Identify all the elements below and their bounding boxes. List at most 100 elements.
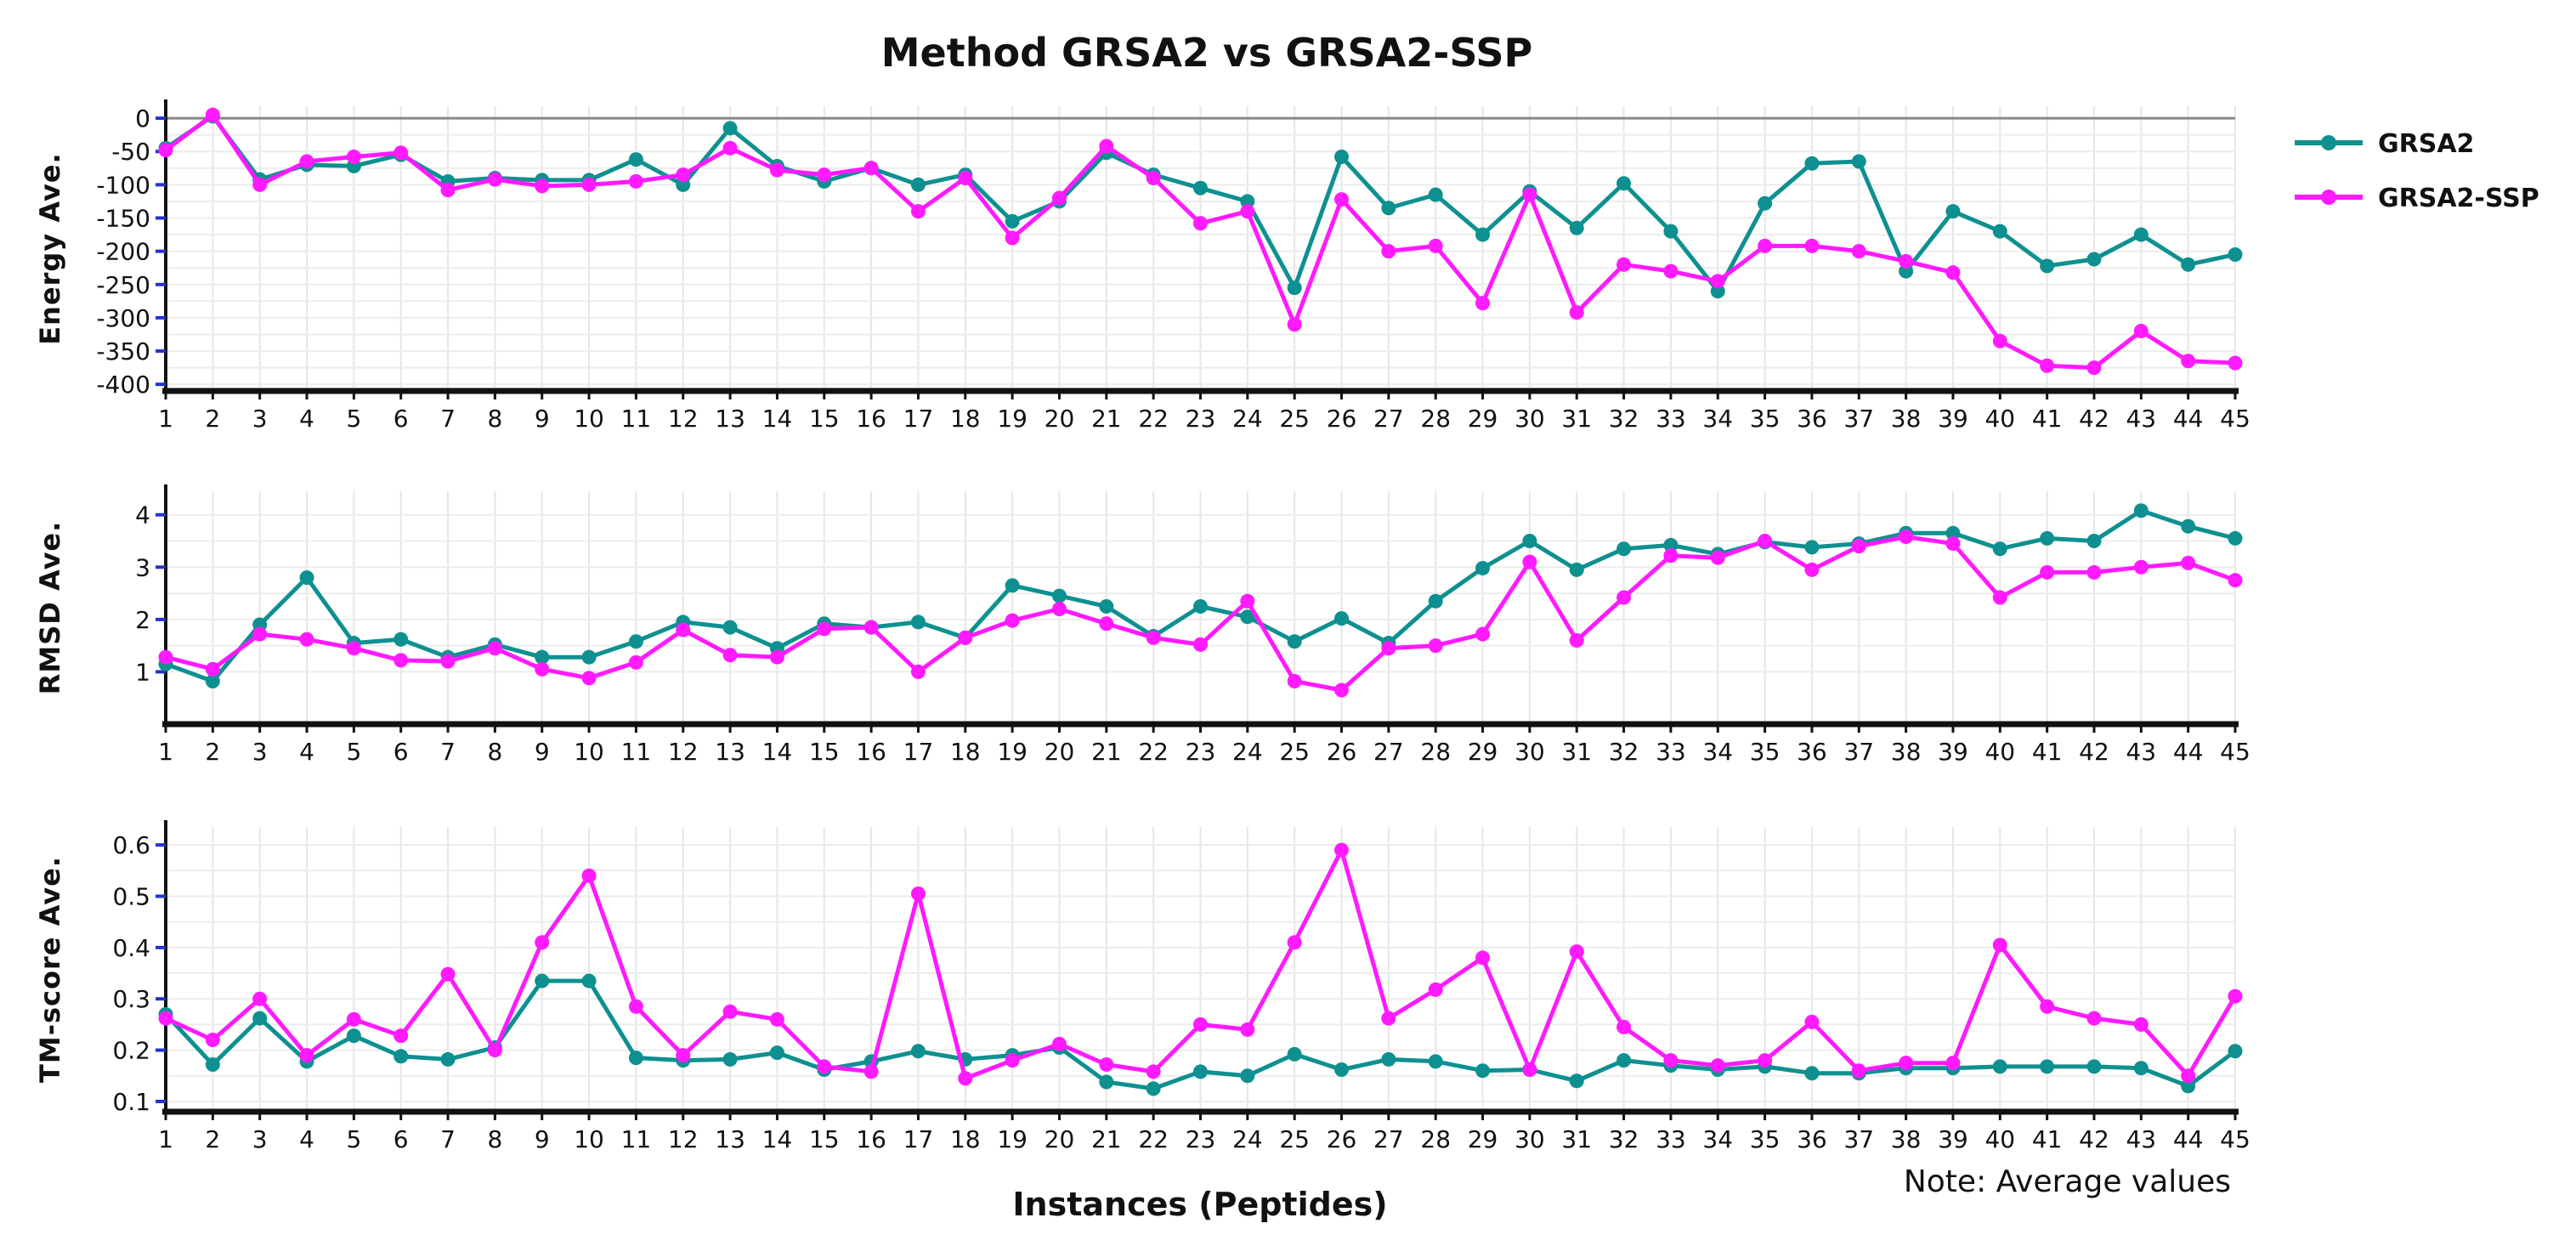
data-point-grsa2 <box>440 1051 456 1067</box>
data-point-grsa2 <box>1475 227 1491 242</box>
data-point-grsa2 <box>2133 1061 2149 1076</box>
x-tick-label: 13 <box>715 738 745 766</box>
data-point-grsa2 <box>1381 1051 1396 1067</box>
y-tick-label: -250 <box>96 271 150 299</box>
data-point-grsa2 <box>1899 263 1914 279</box>
data-point-grsa2-ssp <box>1663 548 1679 564</box>
data-point-grsa2-ssp <box>581 671 597 686</box>
x-tick-label: 2 <box>205 405 220 433</box>
data-point-grsa2-ssp <box>817 1059 832 1074</box>
data-point-grsa2-ssp <box>299 1048 314 1063</box>
x-tick-label: 10 <box>574 405 604 433</box>
x-tick-label: 2 <box>205 738 220 766</box>
data-point-grsa2-ssp <box>535 178 550 194</box>
data-point-grsa2-ssp <box>1616 257 1632 272</box>
x-tick-label: 10 <box>574 1125 604 1153</box>
data-point-grsa2 <box>1334 611 1350 626</box>
x-tick-label: 28 <box>1420 1125 1451 1153</box>
data-point-grsa2-ssp <box>252 626 268 642</box>
data-point-grsa2 <box>1522 533 1537 548</box>
y-tick-label: 0.2 <box>112 1037 150 1065</box>
y-axis-label: RMSD Ave. <box>34 521 66 695</box>
x-tick-label: 17 <box>903 1125 934 1153</box>
y-tick-label: -100 <box>96 171 150 199</box>
x-tick-label: 14 <box>762 405 793 433</box>
data-point-grsa2-ssp <box>1005 230 1020 246</box>
x-tick-label: 12 <box>668 405 699 433</box>
x-tick-label: 43 <box>2126 1125 2156 1153</box>
x-tick-label: 3 <box>252 405 268 433</box>
data-point-grsa2 <box>1616 1053 1632 1068</box>
data-point-grsa2-ssp <box>628 173 643 189</box>
legend-label: GRSA2 <box>2378 129 2474 159</box>
data-point-grsa2-ssp <box>722 648 738 663</box>
data-point-grsa2 <box>1569 1073 1584 1089</box>
data-point-grsa2 <box>205 674 220 689</box>
data-point-grsa2 <box>2181 257 2196 272</box>
x-tick-label: 29 <box>1468 1125 1498 1153</box>
data-point-grsa2 <box>1193 180 1208 195</box>
x-tick-label: 14 <box>762 1125 793 1153</box>
data-point-grsa2-ssp <box>487 1043 502 1058</box>
data-point-grsa2-ssp <box>2228 988 2243 1004</box>
x-tick-label: 20 <box>1045 1125 1075 1153</box>
data-point-grsa2-ssp <box>2181 354 2196 369</box>
data-point-grsa2-ssp <box>769 649 784 665</box>
x-tick-label: 29 <box>1468 405 1498 433</box>
x-tick-label: 28 <box>1420 738 1451 766</box>
data-point-grsa2-ssp <box>1569 305 1584 320</box>
data-point-grsa2 <box>1334 1062 1350 1078</box>
x-tick-label: 13 <box>715 1125 745 1153</box>
data-point-grsa2 <box>1851 154 1866 169</box>
x-tick-label: 10 <box>574 738 604 766</box>
x-tick-label: 26 <box>1327 405 1357 433</box>
data-point-grsa2 <box>910 615 926 630</box>
data-point-grsa2 <box>1616 541 1632 557</box>
x-tick-label: 8 <box>487 738 502 766</box>
data-point-grsa2-ssp <box>1945 536 1961 552</box>
x-tick-label: 15 <box>809 1125 840 1153</box>
data-point-grsa2-ssp <box>1475 296 1491 311</box>
x-tick-label: 4 <box>299 405 314 433</box>
data-point-grsa2 <box>1240 1068 1255 1084</box>
x-tick-label: 42 <box>2079 738 2109 766</box>
data-point-grsa2-ssp <box>1945 1056 1961 1071</box>
x-tick-label: 30 <box>1514 738 1545 766</box>
data-point-grsa2 <box>910 177 926 192</box>
x-tick-label: 3 <box>252 738 268 766</box>
y-tick-label: -200 <box>96 238 150 266</box>
data-point-grsa2 <box>1569 562 1584 577</box>
data-point-grsa2-ssp <box>1287 674 1302 689</box>
x-tick-label: 5 <box>346 1125 361 1153</box>
data-point-grsa2 <box>1663 537 1679 552</box>
data-point-grsa2-ssp <box>2181 555 2196 570</box>
data-point-grsa2 <box>1099 1074 1114 1090</box>
legend-label: GRSA2-SSP <box>2378 184 2539 213</box>
data-point-grsa2-ssp <box>1051 190 1067 206</box>
data-point-grsa2-ssp <box>1992 590 2007 605</box>
x-tick-label: 23 <box>1186 1125 1216 1153</box>
data-point-grsa2 <box>2181 518 2196 534</box>
data-point-grsa2-ssp <box>1804 238 1820 253</box>
data-point-grsa2-ssp <box>769 1011 784 1027</box>
data-point-grsa2-ssp <box>958 171 973 186</box>
y-tick-label: -300 <box>96 304 150 332</box>
x-tick-label: 24 <box>1232 1125 1263 1153</box>
data-point-grsa2-ssp <box>535 935 550 950</box>
data-point-grsa2 <box>1287 1046 1302 1062</box>
data-point-grsa2-ssp <box>440 183 456 198</box>
x-tick-label: 32 <box>1609 1125 1639 1153</box>
data-point-grsa2-ssp <box>1758 238 1773 253</box>
y-axis-label: TM-score Ave. <box>34 856 66 1083</box>
data-point-grsa2-ssp <box>676 1048 691 1063</box>
data-point-grsa2-ssp <box>393 1028 409 1044</box>
data-point-grsa2 <box>1240 609 1255 625</box>
data-point-grsa2 <box>205 1056 220 1072</box>
data-point-grsa2-ssp <box>1899 253 1914 269</box>
data-point-grsa2 <box>1475 561 1491 576</box>
data-point-grsa2-ssp <box>1193 637 1208 652</box>
data-point-grsa2-ssp <box>2228 355 2243 371</box>
data-point-grsa2 <box>1616 176 1632 191</box>
x-tick-label: 36 <box>1797 405 1827 433</box>
x-tick-label: 34 <box>1702 738 1733 766</box>
